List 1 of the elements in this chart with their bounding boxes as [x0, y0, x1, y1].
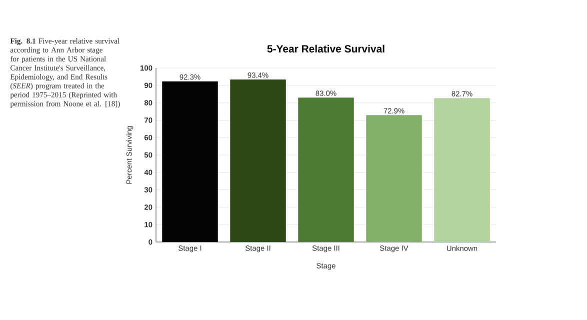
chart-title: 5-Year Relative Survival [267, 44, 384, 53]
